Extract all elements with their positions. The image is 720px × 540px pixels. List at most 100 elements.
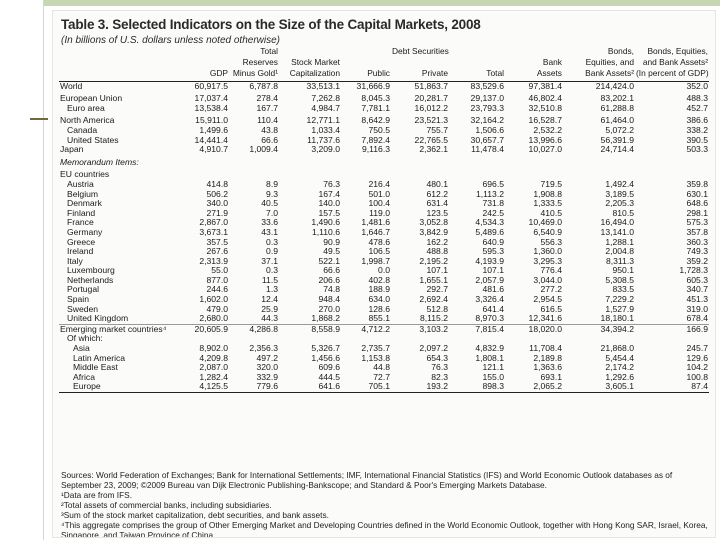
table-cell: 104.2	[686, 363, 708, 373]
table-cell: 270.0	[318, 304, 340, 314]
table-row: United Kingdom 2,680.0 44.3 1,868.2 855.1 8,1…	[59, 314, 709, 324]
table-cell: 357.5	[206, 237, 228, 247]
table-cell: 278.4	[256, 93, 278, 104]
table-cell: 72.7	[373, 372, 390, 382]
table-cell: 298.1	[686, 208, 708, 218]
header-cell: Total	[260, 47, 278, 56]
table-cell: 12,771.1	[306, 115, 340, 126]
table-cell: 390.5	[686, 135, 708, 145]
header-cell: Bank Assets²	[585, 69, 634, 79]
table-cell: 167.4	[318, 189, 340, 199]
table-cell	[177, 155, 229, 168]
table-cell: 29,137.0	[470, 93, 504, 104]
table-row: Belgium 506.2 9.3 167.4 501.0 612.2 1,113.2 1,9…	[59, 190, 709, 200]
table-cell: 678.4	[686, 314, 708, 324]
table-cell	[391, 155, 449, 168]
table-notes: Sources: World Federation of Exchanges; …	[61, 470, 711, 538]
table-cell	[563, 167, 635, 180]
table-cell: 76.3	[323, 179, 340, 189]
table-cell: 877.0	[206, 275, 228, 285]
table-cell: 74.8	[323, 285, 340, 295]
header-cell	[177, 47, 229, 58]
table-cell: 1,363.6	[533, 363, 562, 373]
table-cell	[635, 167, 709, 180]
table-cell: 641.4	[482, 304, 504, 314]
table-cell: 8,311.3	[605, 256, 634, 266]
slide-top-bar	[44, 0, 720, 6]
table-row: World 60,917.5 6,787.8 33,513.1 31,666.9 51,8…	[59, 82, 709, 92]
table-cell: 6,540.9	[533, 227, 562, 237]
table-row: Denmark 340.0 40.5 140.0 100.4 631.4 731.8 1,33…	[59, 199, 709, 209]
table-cell: 277.2	[540, 285, 562, 295]
table-row: Ireland 267.6 0.9 49.5 106.5 488.8 595.3 1,360.…	[59, 247, 709, 257]
table-row: Luxembourg 55.0 0.3 66.6 0.0 107.1 107.1 776.4 9…	[59, 266, 709, 276]
table-cell: 4,209.8	[199, 353, 228, 363]
table-cell: 750.5	[368, 125, 390, 135]
table-cell: 76.3	[431, 363, 448, 373]
table-cell: 83,202.1	[600, 93, 634, 104]
footnote-4: ⁴This aggregate comprises the group of O…	[61, 520, 708, 538]
table-cell: 2,065.2	[533, 382, 562, 392]
table-cell: 106.5	[368, 247, 390, 257]
table-cell: 5,454.4	[605, 353, 634, 363]
table-cell	[635, 334, 709, 344]
row-label: World	[60, 81, 83, 91]
table-cell	[177, 167, 229, 180]
table-cell: 452.7	[686, 103, 708, 113]
table-cell: 451.3	[686, 295, 708, 305]
row-label: Latin America	[73, 353, 126, 363]
table-cell	[341, 167, 391, 180]
row-label: Austria	[67, 179, 94, 189]
table-cell: 2,532.2	[533, 125, 562, 135]
table-cell	[449, 167, 505, 180]
table-cell: 4,984.7	[311, 103, 340, 113]
table-cell: 10,469.0	[528, 218, 562, 228]
row-label: Emerging market countries⁴	[59, 323, 177, 335]
table-cell: 693.1	[540, 372, 562, 382]
table-row: Italy 2,313.9 37.1 522.1 1,998.7 2,195.2 4,193…	[59, 257, 709, 267]
table-cell: 83,529.6	[470, 81, 504, 91]
header-cell: Assets	[536, 69, 562, 79]
table-cell	[391, 334, 449, 344]
table-cell: 3,295.3	[533, 256, 562, 266]
row-label: Denmark	[67, 199, 102, 209]
table-cell: 340.0	[206, 199, 228, 209]
table-cell: 1,153.8	[361, 353, 390, 363]
indicators-table: Total Debt Securities Bonds, Bonds, Equitie…	[59, 47, 709, 394]
table-cell: 56,391.9	[600, 135, 634, 145]
table-row: Portugal 244.6 1.3 74.8 188.9 292.7 481.6 277.2…	[59, 285, 709, 295]
table-cell: 522.1	[318, 256, 340, 266]
header-cell: Reserves	[242, 58, 278, 68]
table-row: Euro area 13,538.4 167.7 4,984.7 7,781.1 16,0…	[59, 104, 709, 114]
table-cell: 60,917.5	[194, 81, 228, 91]
table-cell: 33,513.1	[306, 81, 340, 91]
header-cell: Debt Securities	[392, 47, 449, 56]
table-cell: 244.6	[206, 285, 228, 295]
table-cell: 107.1	[426, 266, 448, 276]
table-cell: 898.3	[482, 382, 504, 392]
table-cell: 292.7	[426, 285, 448, 295]
row-label: United Kingdom	[67, 314, 129, 324]
table-cell: 319.0	[686, 304, 708, 314]
row-label: EU countries	[60, 169, 110, 180]
table-cell: 0.0	[378, 266, 390, 276]
table-cell: 8,045.3	[361, 93, 390, 104]
table-cell: 1,602.0	[199, 295, 228, 305]
header-cell	[59, 47, 177, 58]
table-cell: 1,360.0	[533, 247, 562, 257]
table-cell: 4,910.7	[199, 145, 228, 155]
table-row: Finland 271.9 7.0 157.5 119.0 123.5 242.5 410.5…	[59, 209, 709, 219]
table-cell: 556.3	[540, 237, 562, 247]
table-cell: 444.5	[318, 372, 340, 382]
table-cell: 2,004.8	[605, 247, 634, 257]
table-cell: 480.1	[426, 179, 448, 189]
table-cell	[391, 167, 449, 180]
header-cell: (In percent of GDP)	[636, 69, 709, 79]
table-row: Europe 4,125.5 779.6 641.6 705.1 193.2 898.3 2,…	[59, 382, 709, 392]
table-row: Japan 4,910.7 1,009.4 3,209.0 9,116.3 2,362.1…	[59, 145, 709, 155]
table-row: Sweden 479.0 25.9 270.0 128.6 512.8 641.4 616.5…	[59, 305, 709, 315]
table-row: North America 15,911.0 110.4 12,771.1 8,642.…	[59, 113, 709, 126]
table-cell: 855.1	[368, 314, 390, 324]
footnote-1: ¹Data are from IFS.	[61, 490, 133, 500]
table-cell: 1,282.4	[199, 372, 228, 382]
